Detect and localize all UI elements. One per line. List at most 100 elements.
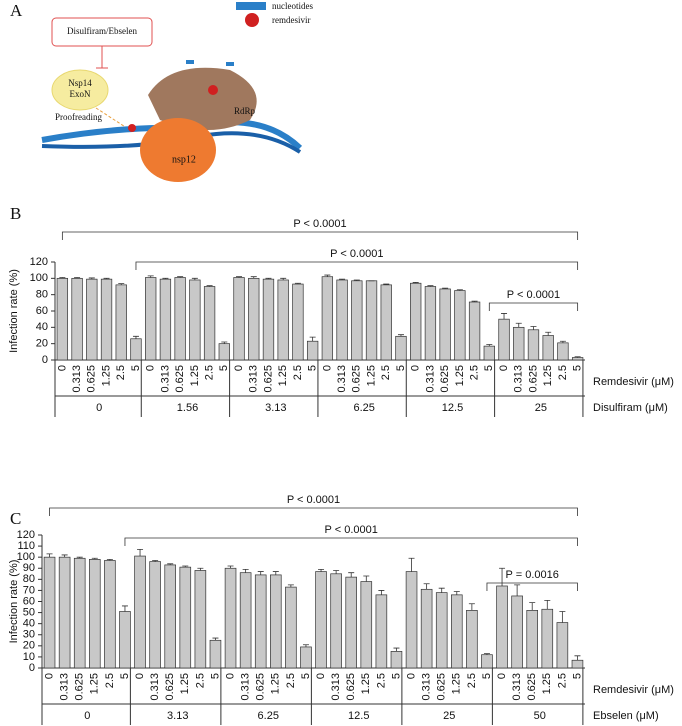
bar xyxy=(321,276,334,361)
y-tick-label: 100 xyxy=(30,272,48,284)
bar xyxy=(483,345,495,361)
error-bar xyxy=(257,571,264,575)
error-bar xyxy=(412,282,419,284)
error-bar xyxy=(363,575,370,582)
error-bar xyxy=(353,279,360,281)
panel-label: C xyxy=(10,509,21,528)
error-bar xyxy=(324,274,331,277)
x-tick-label: 0.625 xyxy=(262,365,274,393)
x-tick-label: 5 xyxy=(130,365,142,371)
y-tick-label: 70 xyxy=(23,584,35,596)
bar xyxy=(262,278,275,361)
nsp14-blob xyxy=(51,69,109,111)
error-bar xyxy=(152,560,159,562)
bar xyxy=(439,288,451,361)
group-label: 12.5 xyxy=(348,710,369,722)
group-label: 0 xyxy=(84,710,90,722)
error-bar xyxy=(574,655,581,661)
bar xyxy=(395,335,407,361)
y-axis-title: Infection rate (%) xyxy=(8,269,20,353)
bar xyxy=(174,277,186,361)
x-tick-label: 0.625 xyxy=(436,673,448,701)
enzyme-text: Nsp14 xyxy=(68,78,92,88)
error-bar xyxy=(574,356,581,358)
error-bar xyxy=(103,277,110,280)
legend-text: remdesivir xyxy=(272,15,311,25)
y-tick-label: 100 xyxy=(17,551,35,563)
error-bar xyxy=(265,277,272,280)
bar xyxy=(119,611,131,669)
group-label: 3.13 xyxy=(167,710,188,722)
significance-bracket xyxy=(488,302,579,311)
x-tick-label: 1.25 xyxy=(542,365,554,386)
bar xyxy=(134,555,146,669)
error-bar xyxy=(106,558,113,561)
panel-label: B xyxy=(10,204,21,223)
bar xyxy=(58,556,71,669)
error-bar xyxy=(514,584,521,596)
x-tick-label: 0.625 xyxy=(174,365,186,393)
y-tick-label: 20 xyxy=(23,640,35,652)
group-label: 3.13 xyxy=(265,402,286,414)
bar xyxy=(351,280,363,361)
error-bar xyxy=(132,335,139,339)
x-tick-label: 0 xyxy=(145,365,157,371)
bar xyxy=(285,586,297,669)
error-bar xyxy=(182,565,189,568)
error-bar xyxy=(471,300,478,303)
x-tick-label: 1.25 xyxy=(89,673,101,694)
x-tick-label: 0 xyxy=(315,673,327,679)
y-tick-label: 50 xyxy=(23,606,35,618)
error-bar xyxy=(287,584,294,588)
error-bar xyxy=(167,563,174,565)
error-bar xyxy=(408,557,415,572)
bar xyxy=(557,342,569,361)
error-bar xyxy=(236,276,243,278)
panel-label: A xyxy=(10,1,23,20)
x-tick-label: 0.313 xyxy=(330,673,342,701)
error-bar xyxy=(294,282,301,285)
bar xyxy=(209,639,222,669)
group-label: 6.25 xyxy=(258,710,279,722)
x-tick-label: 1.25 xyxy=(451,673,463,694)
error-bar xyxy=(162,277,169,280)
bar xyxy=(292,283,304,361)
y-tick-label: 40 xyxy=(23,618,35,630)
nsp12-blob xyxy=(140,118,216,182)
error-bar xyxy=(468,603,475,611)
error-bar xyxy=(302,644,309,647)
x-tick-label: 2.5 xyxy=(375,673,387,688)
bar xyxy=(527,329,540,361)
error-bar xyxy=(339,278,346,280)
y-tick-label: 80 xyxy=(36,289,48,301)
x-tick-label: 1.25 xyxy=(454,365,466,386)
x-tick-label: 0.313 xyxy=(240,673,252,701)
error-bar xyxy=(383,283,390,285)
bar xyxy=(277,279,289,361)
error-bar xyxy=(118,283,125,285)
group-axis-title: Disulfiram (μM) xyxy=(593,402,668,414)
error-bar xyxy=(423,583,430,590)
x-tick-label: 0.313 xyxy=(424,365,436,393)
bar xyxy=(542,335,554,361)
x-tick-label: 5 xyxy=(483,365,495,371)
error-bar xyxy=(227,565,234,569)
error-bar xyxy=(378,590,385,595)
bar xyxy=(164,564,176,669)
x-tick-label: 5 xyxy=(300,673,312,679)
x-tick-label: 2.5 xyxy=(556,673,568,688)
y-tick-label: 60 xyxy=(36,305,48,317)
significance-bracket xyxy=(61,231,579,240)
bar xyxy=(270,574,282,669)
bar xyxy=(454,290,466,361)
x-tick-label: 2.5 xyxy=(194,673,206,688)
bar xyxy=(345,576,357,669)
x-axis-title: Remdesivir (μM) xyxy=(593,684,674,696)
bar xyxy=(513,326,525,361)
bar xyxy=(375,594,388,669)
bar xyxy=(130,338,142,361)
bar xyxy=(56,277,69,361)
bar xyxy=(86,278,98,361)
p-value: P < 0.0001 xyxy=(325,524,378,536)
